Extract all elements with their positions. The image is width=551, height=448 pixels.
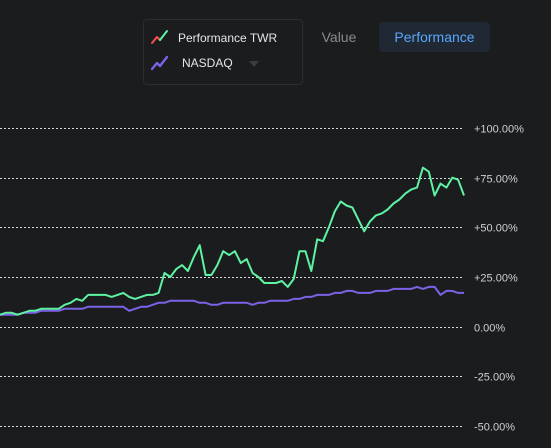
y-tick-label: +75.00%: [474, 174, 518, 186]
chart-grid: [0, 128, 464, 427]
value-toggle-button[interactable]: Value: [321, 29, 357, 45]
legend-label-performance-twr: Performance TWR: [178, 31, 278, 45]
chart-series: [0, 166, 465, 316]
y-axis-ticks: +100.00% +75.00% +50.00% +25.00% 0.00% -25.00…: [474, 124, 524, 434]
y-tick-label: 0.00%: [474, 323, 505, 335]
line-trend-icon: [151, 30, 168, 44]
y-tick-label: -50.00%: [474, 422, 515, 434]
series-line-performance-twr: [0, 166, 465, 316]
legend-item-performance-twr[interactable]: Performance TWR: [150, 28, 277, 48]
line-trend-icon: [150, 55, 169, 71]
series-line-nasdaq: [0, 285, 464, 316]
performance-toggle-button[interactable]: Performance: [379, 22, 490, 52]
y-tick-label: +100.00%: [474, 124, 524, 136]
y-tick-label: -25.00%: [474, 372, 515, 384]
chevron-down-icon[interactable]: [248, 60, 259, 67]
chart-legend: Performance TWR NASDAQ: [143, 19, 303, 85]
legend-item-nasdaq[interactable]: NASDAQ: [150, 53, 259, 73]
y-tick-label: +25.00%: [474, 273, 518, 285]
legend-label-nasdaq: NASDAQ: [182, 56, 233, 70]
y-tick-label: +50.00%: [474, 223, 518, 235]
